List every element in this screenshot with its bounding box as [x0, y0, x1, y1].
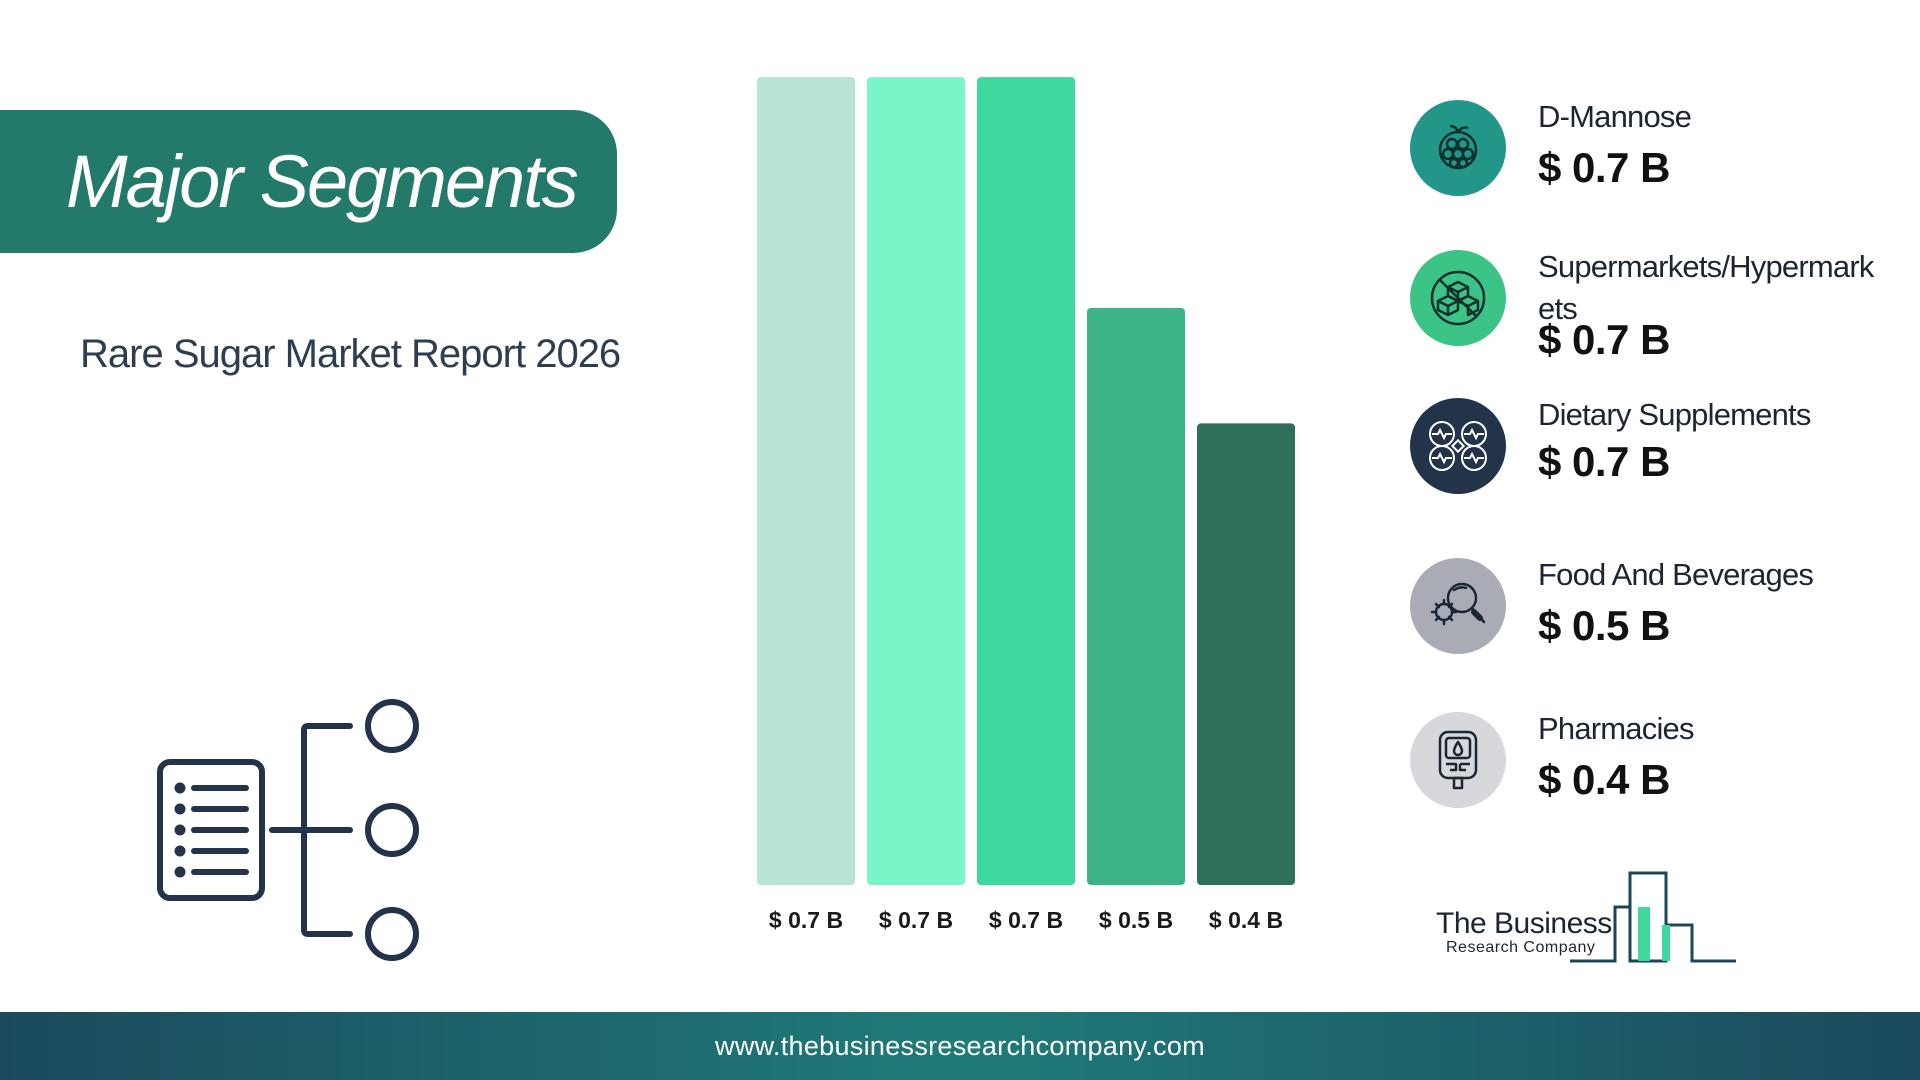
- segments-tree-icon: [157, 699, 419, 961]
- bar-label-2: $ 0.7 B: [879, 907, 953, 933]
- legend-name: Pharmacies: [1538, 711, 1694, 746]
- bar-label-5: $ 0.4 B: [1209, 907, 1283, 933]
- molecule-icon: [1429, 421, 1487, 471]
- legend-circle: [1410, 558, 1506, 654]
- bar-2: [867, 77, 965, 886]
- logo-line2: Research Company: [1446, 939, 1596, 956]
- legend-value: $ 0.7 B: [1538, 438, 1670, 485]
- footer-bar: www.thebusinessresearchcompany.com: [0, 1012, 1920, 1080]
- logo-bars-icon: [1570, 871, 1736, 963]
- segments-bar-chart: $ 0.7 B $ 0.7 B $ 0.7 B $ 0.5 B $ 0.4 B: [757, 77, 1295, 933]
- legend-circle: [1410, 712, 1506, 808]
- footer-url[interactable]: www.thebusinessresearchcompany.com: [715, 1030, 1205, 1061]
- page-title: Major Segments: [66, 140, 579, 223]
- bar-1: [757, 77, 855, 886]
- legend-value: $ 0.4 B: [1538, 756, 1670, 803]
- bar-label-1: $ 0.7 B: [769, 907, 843, 933]
- legend-circle: [1410, 250, 1506, 346]
- legend-name: Supermarkets/Hypermark ets: [1538, 249, 1874, 326]
- bar-4: [1087, 307, 1185, 886]
- legend-value: $ 0.7 B: [1538, 144, 1670, 191]
- sugar-cubes-icon: [1430, 270, 1486, 326]
- legend-name: Dietary Supplements: [1538, 397, 1811, 432]
- bar-3: [977, 77, 1075, 886]
- legend-circle: [1410, 398, 1506, 494]
- virus-magnifier-icon: [1430, 582, 1486, 626]
- legend-value: $ 0.7 B: [1538, 316, 1670, 363]
- berry-icon: [1438, 124, 1478, 170]
- glucometer-icon: [1438, 730, 1478, 790]
- legend-name: Food And Beverages: [1538, 557, 1814, 592]
- bar-label-3: $ 0.7 B: [989, 907, 1063, 933]
- title-banner: Major Segments: [0, 110, 617, 253]
- legend-name: D-Mannose: [1538, 99, 1692, 134]
- report-subtitle: Rare Sugar Market Report 2026: [80, 332, 621, 376]
- logo-line1: The Business: [1436, 907, 1612, 940]
- bar-label-4: $ 0.5 B: [1099, 907, 1173, 933]
- company-logo: The Business Research Company: [1430, 865, 1750, 965]
- bar-5: [1197, 423, 1295, 885]
- legend-circle: [1410, 100, 1506, 196]
- legend-value: $ 0.5 B: [1538, 602, 1670, 649]
